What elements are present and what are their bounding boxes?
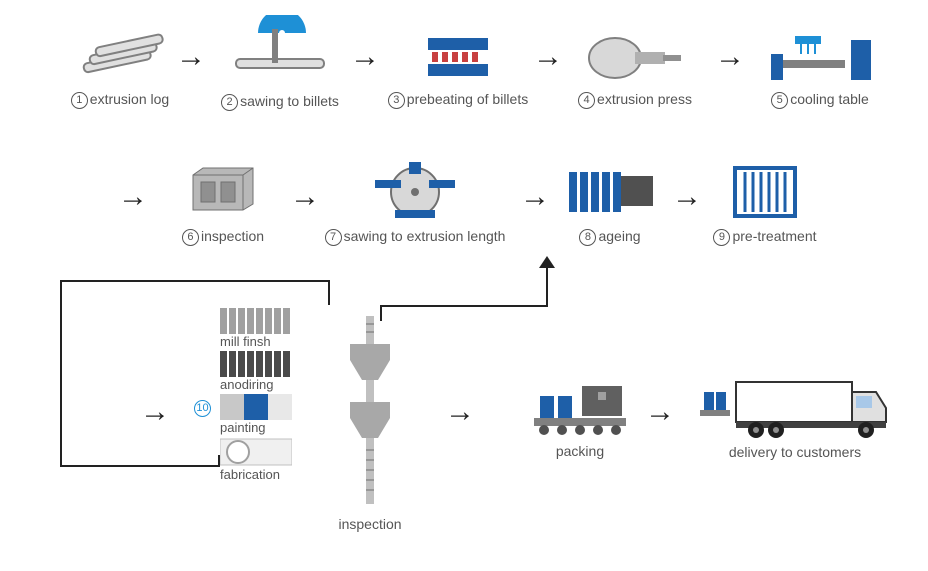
anodizing-icon bbox=[220, 351, 292, 377]
arrow-icon: → bbox=[645, 397, 675, 427]
connector-arrowhead bbox=[539, 256, 555, 268]
step-sawing-billets: 2sawing to billets bbox=[220, 15, 340, 111]
arrow-icon: → bbox=[176, 42, 206, 72]
arrow-icon: → bbox=[290, 182, 320, 212]
step-inspection: 6inspection bbox=[168, 160, 278, 246]
arrow-icon: → bbox=[533, 42, 563, 72]
connector-line bbox=[218, 455, 220, 467]
arrow-icon: → bbox=[672, 182, 702, 212]
finish-painting: painting bbox=[220, 394, 292, 435]
step-label: delivery to customers bbox=[729, 444, 861, 460]
fabrication-icon bbox=[220, 437, 292, 467]
step-inspection2: inspection bbox=[330, 310, 410, 532]
step-ageing: 8ageing bbox=[555, 160, 665, 246]
painting-icon bbox=[220, 394, 292, 420]
step-extrusion-press: 4extrusion press bbox=[570, 30, 700, 109]
press-icon bbox=[585, 30, 685, 85]
heater-icon bbox=[418, 30, 498, 85]
connector-line bbox=[380, 305, 382, 321]
truck-icon bbox=[700, 378, 890, 438]
step-label: 5cooling table bbox=[771, 91, 869, 109]
step-pretreatment: 9pre-treatment bbox=[700, 160, 830, 246]
step-label: inspection bbox=[338, 516, 401, 532]
arrow-icon: → bbox=[350, 42, 380, 72]
finish-anodizing: anodiring bbox=[220, 351, 292, 392]
step-packing: packing bbox=[525, 382, 635, 459]
arrow-icon: → bbox=[520, 182, 550, 212]
caliper-icon bbox=[340, 310, 400, 510]
packing-icon bbox=[530, 382, 630, 437]
step-delivery: delivery to customers bbox=[695, 378, 895, 460]
ageing-icon bbox=[563, 160, 658, 222]
step-label: 6inspection bbox=[182, 228, 264, 246]
step-preheating: 3prebeating of billets bbox=[388, 30, 528, 109]
arrow-icon: → bbox=[715, 42, 745, 72]
finish-options: mill finsh anodiring painting fabricatio… bbox=[220, 308, 292, 484]
step-number-10: 10 bbox=[194, 400, 213, 418]
pretreat-icon bbox=[725, 160, 805, 222]
step-sawing-length: 7sawing to extrusion length bbox=[320, 160, 510, 246]
connector-line bbox=[380, 305, 548, 307]
logs-icon bbox=[75, 30, 165, 85]
finish-mill: mill finsh bbox=[220, 308, 292, 349]
step-label: packing bbox=[556, 443, 604, 459]
step-label: 7sawing to extrusion length bbox=[325, 228, 506, 246]
step-label: 2sawing to billets bbox=[221, 93, 339, 111]
cooling-icon bbox=[765, 30, 875, 85]
connector-line bbox=[328, 280, 330, 305]
millfinish-icon bbox=[220, 308, 292, 334]
step-label: 9pre-treatment bbox=[713, 228, 816, 246]
step-extrusion-log: 1extrusion log bbox=[60, 30, 180, 109]
connector-line bbox=[60, 280, 330, 282]
arrow-icon: → bbox=[118, 182, 148, 212]
connector-line bbox=[60, 280, 62, 465]
step-label: 4extrusion press bbox=[578, 91, 692, 109]
profile-icon bbox=[183, 160, 263, 222]
connector-line bbox=[546, 262, 548, 307]
connector-line bbox=[60, 465, 220, 467]
step-label: 3prebeating of billets bbox=[388, 91, 528, 109]
finish-fabrication: fabrication bbox=[220, 437, 292, 482]
saw2-icon bbox=[365, 160, 465, 222]
step-label: 1extrusion log bbox=[71, 91, 169, 109]
arrow-icon: → bbox=[445, 397, 475, 427]
step-label: 8ageing bbox=[579, 228, 640, 246]
saw-icon bbox=[230, 15, 330, 87]
arrow-icon: → bbox=[140, 397, 170, 427]
step-cooling-table: 5cooling table bbox=[755, 30, 885, 109]
